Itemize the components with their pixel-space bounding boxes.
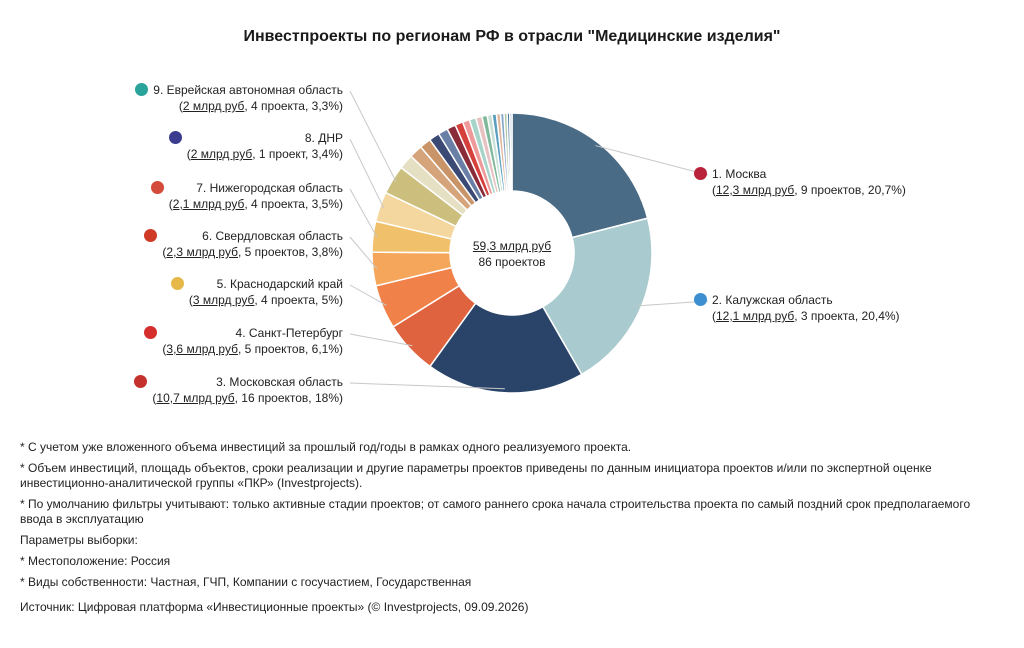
slice-label: 7. Нижегородская область (2,1 млрд руб, 4… <box>169 180 343 212</box>
slice-label-name: 5. Краснодарский край <box>216 277 343 291</box>
region-emblem-icon <box>134 375 148 388</box>
donut-chart <box>349 90 709 394</box>
leader-line <box>349 284 387 306</box>
slice-amount: 12,1 млрд руб <box>716 309 795 323</box>
region-emblem-icon <box>694 167 707 180</box>
slice-label-details: (12,3 млрд руб, 9 проектов, 20,7%) <box>712 183 906 197</box>
region-emblem-icon <box>144 229 158 242</box>
slice-amount: 2 млрд руб <box>182 99 245 113</box>
slice-label-name: 7. Нижегородская область <box>196 181 343 195</box>
slice-label-details: (10,7 млрд руб, 16 проектов, 18%) <box>152 391 343 405</box>
slice-amount: 12,3 млрд руб <box>716 183 795 197</box>
region-emblem-icon <box>170 277 184 290</box>
slice-other <box>509 112 513 192</box>
slice-label: 3. Московская область (10,7 млрд руб, 16 … <box>152 374 343 406</box>
slice-amount: 3 млрд руб <box>192 293 255 307</box>
slice-2 <box>541 217 653 376</box>
slice-label-details: (2,3 млрд руб, 5 проектов, 3,8%) <box>162 245 343 259</box>
slice-label: 9. Еврейская автономная область (2 млрд р… <box>153 82 343 114</box>
center-projects: 86 проектов <box>478 255 546 269</box>
slice-amount: 10,7 млрд руб <box>156 391 235 405</box>
center-amount: 59,3 млрд руб <box>472 239 552 253</box>
slice-label-name: 4. Санкт-Петербург <box>235 326 343 340</box>
region-emblem-icon <box>694 293 707 306</box>
slice-label-details: (12,1 млрд руб, 3 проекта, 20,4%) <box>712 309 900 323</box>
slice-label-details: (3,6 млрд руб, 5 проектов, 6,1%) <box>162 342 343 356</box>
region-emblem-icon <box>150 181 164 194</box>
slice-amount: 3,6 млрд руб <box>166 342 238 356</box>
slice-label: 6. Свердловская область (2,3 млрд руб, 5 … <box>162 228 343 260</box>
footnote: * Виды собственности: Частная, ГЧП, Комп… <box>20 575 472 589</box>
slice-label: 1. Москва (12,3 млрд руб, 9 проектов, 20,… <box>712 166 906 198</box>
slice-label-name: 1. Москва <box>712 167 767 181</box>
leader-line <box>595 145 709 176</box>
slice-label-details: (2 млрд руб, 1 проект, 3,4%) <box>186 147 343 161</box>
chart-title: Инвестпроекты по регионам РФ в отрасли "… <box>243 28 781 45</box>
slice-label-name: 9. Еврейская автономная область <box>153 83 343 97</box>
region-emblem-icon <box>168 131 182 144</box>
slice-label-name: 8. ДНР <box>304 131 343 145</box>
region-emblem-icon <box>135 83 149 96</box>
leader-line <box>349 188 378 238</box>
slice-amount: 2 млрд руб <box>190 147 253 161</box>
footnote: * По умолчанию фильтры учитывают: только… <box>20 497 971 526</box>
leader-line <box>349 138 385 209</box>
slice-label: 5. Краснодарский край (3 млрд руб, 4 прое… <box>189 276 343 308</box>
leader-line <box>349 382 505 390</box>
slice-label-details: (2 млрд руб, 4 проекта, 3,3%) <box>178 99 343 113</box>
footnote: * С учетом уже вложенного объема инвести… <box>20 440 632 454</box>
slice-amount: 2,3 млрд руб <box>166 245 238 259</box>
footnote: Параметры выборки: <box>20 533 138 547</box>
slice-amount: 2,1 млрд руб <box>172 197 245 211</box>
slice-label-details: (3 млрд руб, 4 проекта, 5%) <box>188 293 343 307</box>
slice-label-name: 2. Калужская область <box>712 293 833 307</box>
leader-line <box>349 236 378 270</box>
chart-center-total: 59,3 млрд руб 86 проектов <box>432 238 592 270</box>
footnotes: * С учетом уже вложенного объема инвести… <box>20 440 1000 596</box>
leader-line <box>349 90 397 183</box>
slice-3 <box>428 302 583 394</box>
slice-label: 4. Санкт-Петербург (3,6 млрд руб, 5 проек… <box>162 325 343 357</box>
slice-label-details: (2,1 млрд руб, 4 проекта, 3,5%) <box>168 197 343 211</box>
region-emblem-icon <box>144 326 158 339</box>
footnote: * Объем инвестиций, площадь объектов, ср… <box>20 461 932 490</box>
slice-1 <box>511 112 649 239</box>
slice-label: 8. ДНР (2 млрд руб, 1 проект, 3,4%) <box>187 130 343 162</box>
footnote: * Местоположение: Россия <box>20 554 171 568</box>
source-note: Источник: Цифровая платформа «Инвестицио… <box>20 600 529 614</box>
leader-line <box>349 333 413 347</box>
slice-label-name: 6. Свердловская область <box>202 229 343 243</box>
slice-label-name: 3. Московская область <box>216 375 343 389</box>
slice-label: 2. Калужская область (12,1 млрд руб, 3 пр… <box>712 292 900 324</box>
